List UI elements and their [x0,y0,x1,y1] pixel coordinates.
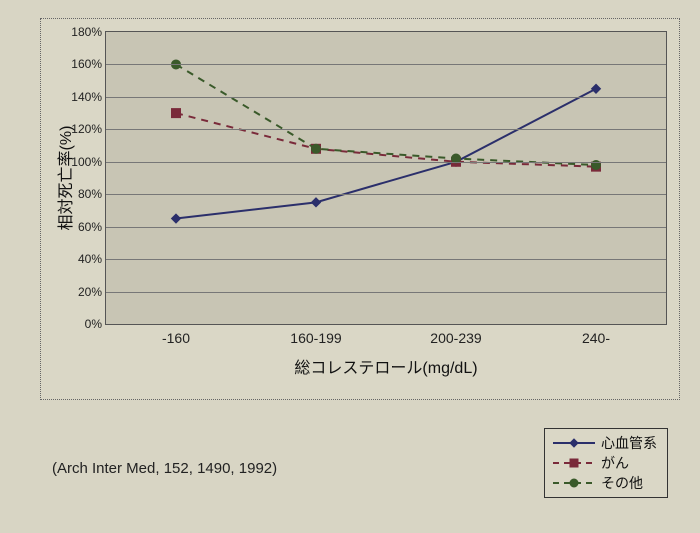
x-tick: 200-239 [430,324,481,346]
legend-label-cancer: がん [601,453,629,473]
x-tick: -160 [162,324,190,346]
y-tick: 20% [78,285,106,299]
y-tick: 60% [78,220,106,234]
x-axis-label: 総コレステロール(mg/dL) [294,354,477,378]
page: 相対死亡率(%) 総コレステロール(mg/dL) 0% 20% 40% 60% 80% 1… [10,10,690,523]
legend-label-other: その他 [601,473,643,493]
legend-item-cancer: がん [551,453,657,473]
y-tick: 120% [71,122,106,136]
x-tick: 160-199 [290,324,341,346]
y-tick: 160% [71,57,106,71]
chart-frame: 相対死亡率(%) 総コレステロール(mg/dL) 0% 20% 40% 60% 80% 1… [40,18,680,400]
legend-swatch-other [551,476,597,490]
citation-text: (Arch Inter Med, 152, 1490, 1992) [52,460,277,477]
y-tick: 40% [78,252,106,266]
legend-item-other: その他 [551,473,657,493]
x-tick: 240- [582,324,610,346]
plot-area: 相対死亡率(%) 総コレステロール(mg/dL) 0%20%40%60%80%1… [105,31,667,325]
y-tick: 140% [71,90,106,104]
chart-svg [106,32,666,324]
legend-label-cardio: 心血管系 [601,433,657,453]
y-tick: 180% [71,25,106,39]
y-tick: 100% [71,155,106,169]
legend: 心血管系 がん その他 [544,428,668,498]
legend-swatch-cancer [551,456,597,470]
y-tick: 0% [85,317,106,331]
y-tick: 80% [78,187,106,201]
legend-item-cardio: 心血管系 [551,433,657,453]
y-axis-label: 相対死亡率(%) [52,126,76,231]
legend-swatch-cardio [551,436,597,450]
